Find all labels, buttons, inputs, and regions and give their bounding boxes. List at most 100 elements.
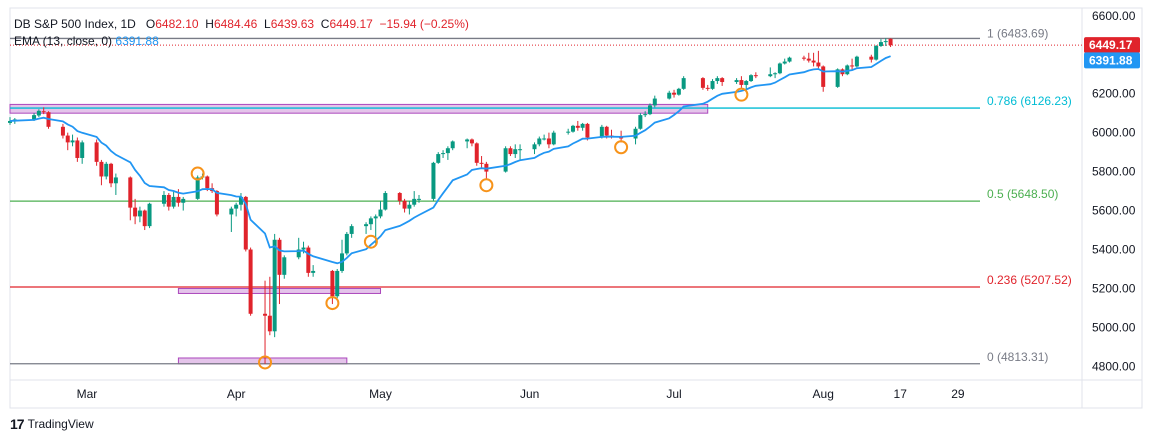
candle-body	[883, 41, 888, 43]
support-zones	[9, 103, 709, 365]
candle	[883, 38, 888, 46]
candle	[681, 76, 686, 90]
swing-marker	[363, 234, 378, 249]
price-tick-label: 5400.00	[1092, 243, 1136, 257]
candle	[272, 233, 277, 338]
candle	[816, 50, 821, 69]
candle	[643, 111, 648, 118]
candle-body	[311, 270, 316, 273]
candle-body	[816, 62, 821, 67]
candle	[60, 123, 65, 139]
fib-label-0: 1 (6483.69)	[987, 26, 1048, 40]
candle-body	[243, 196, 248, 250]
ema-price-label: 6391.88	[1089, 53, 1133, 67]
candle-body	[465, 139, 470, 142]
candle	[137, 206, 142, 223]
candle	[378, 200, 383, 219]
candle-body	[80, 142, 85, 158]
tradingview-logo-icon: 17	[10, 416, 25, 432]
candle	[469, 138, 474, 147]
candle	[710, 79, 715, 90]
candle	[344, 231, 349, 256]
candle	[768, 67, 773, 78]
candle-body	[181, 198, 186, 203]
candle	[647, 103, 652, 116]
open-label: O	[145, 17, 156, 31]
candle-body	[532, 144, 537, 150]
price-tick-label: 6200.00	[1092, 87, 1136, 101]
time-tick-label: Jun	[520, 387, 539, 401]
candle	[874, 45, 879, 61]
candle	[672, 89, 677, 98]
candle	[845, 64, 850, 76]
candle-body	[604, 126, 609, 136]
candle	[431, 161, 436, 201]
fib-levels: 1 (6483.69) 0.786 (6126.23) 0.5 (5648.50) 0…	[10, 26, 1072, 365]
candle-body	[412, 198, 417, 205]
candle	[75, 137, 80, 162]
candle-body	[551, 132, 556, 145]
symbol-title[interactable]: DB S&P 500 Index, 1D	[14, 17, 136, 31]
candle	[402, 198, 407, 213]
time-axis[interactable]: Mar Apr May Jun Jul Aug 17 29	[77, 387, 965, 401]
candle-body	[65, 135, 70, 143]
candle-body	[570, 125, 575, 132]
candle-body	[133, 207, 138, 217]
candle-body	[474, 143, 479, 163]
candle-body	[441, 153, 446, 155]
candle-body	[142, 210, 147, 227]
price-tick-label: 5800.00	[1092, 165, 1136, 179]
swing-marker	[734, 87, 749, 102]
candle-body	[407, 204, 412, 209]
last-price-label: 6449.17	[1089, 38, 1133, 52]
candle-body	[378, 209, 383, 217]
candle	[700, 77, 705, 90]
candle	[465, 138, 470, 149]
fib-label-2: 0.5 (5648.50)	[987, 187, 1058, 201]
candle	[181, 196, 186, 211]
candle	[850, 58, 855, 71]
open-value: 6482.10	[155, 17, 199, 31]
candle	[229, 206, 234, 232]
candle-body	[70, 140, 75, 143]
candle-body	[599, 126, 604, 138]
footer-brand[interactable]: 17 TradingView	[10, 416, 94, 432]
candle-body	[479, 162, 484, 164]
chart-header: DB S&P 500 Index, 1D O6482.10 H6484.46 L…	[14, 17, 469, 31]
candle-body	[744, 81, 749, 85]
candle	[306, 245, 311, 277]
candle	[41, 107, 46, 115]
candle	[532, 142, 537, 155]
candle	[330, 269, 335, 305]
swing-marker	[479, 178, 494, 193]
time-tick-label: 29	[951, 387, 965, 401]
candle	[147, 202, 152, 229]
candle-body	[330, 270, 335, 297]
candle-body	[773, 73, 778, 75]
time-tick-label: Jul	[666, 387, 681, 401]
candle-body	[94, 142, 99, 162]
candle	[542, 134, 547, 141]
candle	[676, 87, 681, 96]
candle	[109, 162, 114, 188]
candle	[282, 255, 287, 279]
price-tick-label: 5600.00	[1092, 204, 1136, 218]
candle	[210, 183, 215, 194]
candle	[171, 191, 176, 209]
candle-body	[700, 78, 705, 88]
candle-body	[166, 194, 171, 207]
candle-body	[777, 63, 782, 74]
ema-legend-label[interactable]: EMA (13, close, 0)	[14, 34, 113, 48]
fib-label-1: 0.786 (6126.23)	[987, 94, 1072, 108]
candle-body	[32, 115, 37, 120]
candle-body	[128, 177, 133, 208]
candle-body	[503, 148, 508, 172]
candle-body	[888, 38, 893, 46]
candle-body	[229, 208, 234, 215]
brand-name: TradingView	[27, 417, 94, 431]
candle-body	[513, 149, 518, 155]
candle	[248, 247, 253, 316]
time-tick-label: Apr	[227, 387, 246, 401]
swing-marker	[614, 140, 629, 155]
